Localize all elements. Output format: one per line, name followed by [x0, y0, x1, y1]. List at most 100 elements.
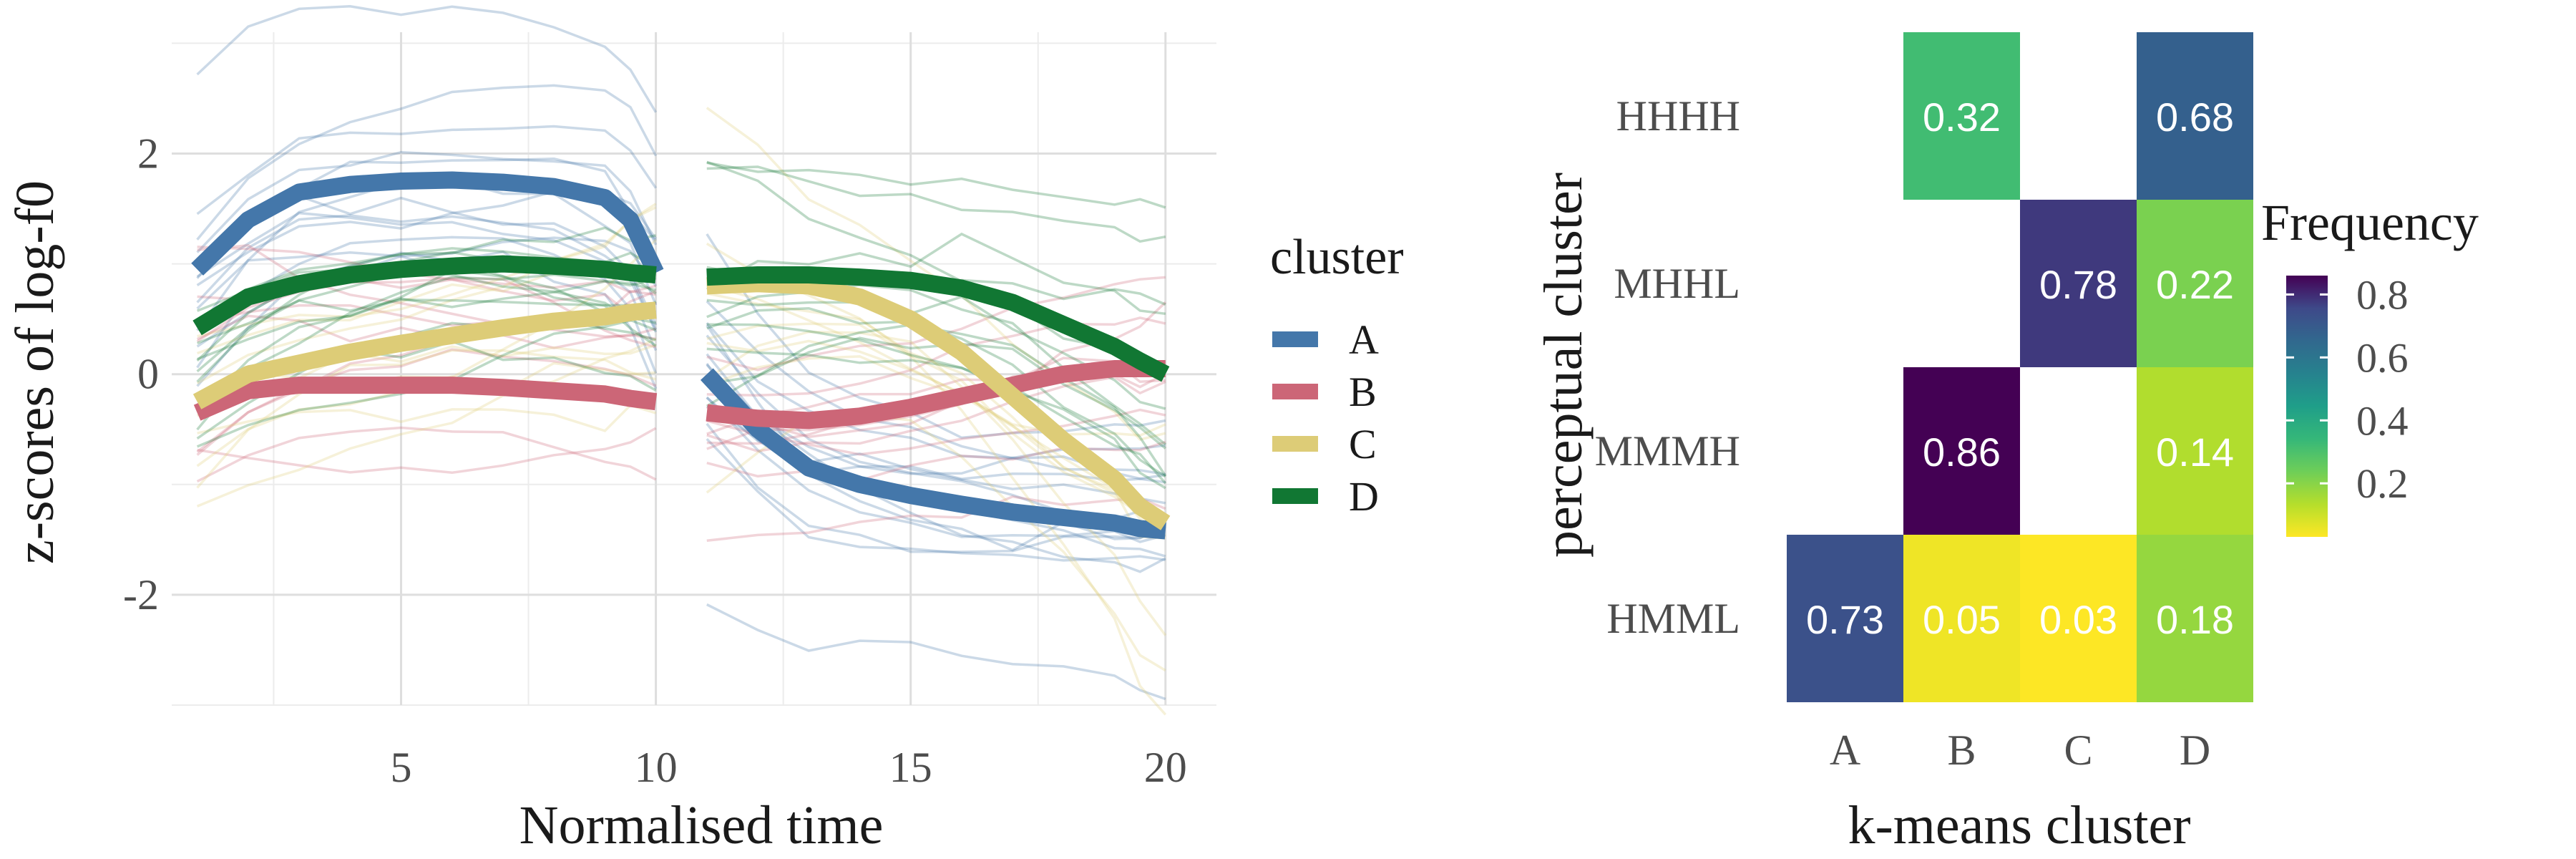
- colorbar-tick-label: 0.8: [2356, 271, 2409, 318]
- heatmap-y-tick-label: MMMH: [1595, 427, 1740, 475]
- heatmap-x-tick-label: D: [2180, 727, 2210, 774]
- background-trace-d: [706, 324, 1167, 477]
- heatmap-cells: 0.32 0.68 0.78 0.22 0.86 0.14 0.73 0.05 0.03 0.18: [1787, 32, 2253, 702]
- background-trace-d: [706, 232, 1166, 316]
- background-trace-a: [706, 603, 1166, 701]
- background-trace-d: [706, 165, 1166, 243]
- line-chart-panel: 5 10 15 20 -2 0 2 Normalised time z-scores of…: [5, 5, 1404, 855]
- heatmap-cell: [2020, 535, 2137, 702]
- heatmap-cell-label: 0.73: [1806, 597, 1884, 642]
- background-trace-d: [196, 273, 657, 431]
- legend-label-d: D: [1349, 473, 1379, 520]
- background-trace-a: [706, 422, 1166, 553]
- background-trace-a: [196, 236, 658, 374]
- background-trace-d: [706, 306, 1166, 478]
- background-traces: [196, 5, 1167, 716]
- background-trace-a: [196, 125, 658, 215]
- mean-line-c-segment-1: [192, 301, 657, 409]
- background-trace-c: [706, 322, 1167, 716]
- x-tick-label: 5: [390, 744, 411, 791]
- background-trace-b: [197, 304, 657, 338]
- heatmap-cell: [1903, 32, 2020, 200]
- legend-label-c: C: [1349, 421, 1377, 467]
- heatmap-cell-label: 0.03: [2039, 597, 2117, 642]
- heatmap-x-tick-label: C: [2064, 727, 2092, 774]
- heatmap-cell: [2137, 200, 2253, 367]
- heatmap-x-tick-labels: A B C D: [1830, 727, 2210, 774]
- background-trace-a: [196, 84, 658, 241]
- heatmap-cell-label: 0.32: [1923, 94, 2001, 140]
- background-trace-a: [706, 233, 1166, 440]
- mean-line-a-segment-1: [191, 171, 664, 277]
- heatmap-cell: [1903, 367, 2020, 535]
- colorbar-title: Frequency: [2261, 194, 2479, 251]
- heatmap-y-tick-label: HMML: [1606, 595, 1740, 642]
- heatmap-cell: [2137, 32, 2253, 200]
- x-tick-label: 15: [889, 744, 932, 791]
- background-trace-d: [706, 161, 1166, 209]
- background-trace-b: [196, 276, 657, 349]
- heatmap-y-tick-label: MHHL: [1614, 260, 1740, 307]
- heatmap-cell: [2137, 367, 2253, 535]
- y-tick-label: -2: [123, 571, 159, 618]
- colorbar-tick-label: 0.6: [2356, 334, 2409, 381]
- background-trace-c: [706, 330, 1167, 636]
- y-axis-title: z-scores of log-f0: [5, 180, 65, 564]
- heatmap-x-axis-title: k-means cluster: [1848, 795, 2190, 855]
- heatmap-cell-label: 0.86: [1923, 430, 2001, 475]
- heatmap-cell-label: 0.14: [2156, 430, 2234, 475]
- background-trace-a: [706, 321, 1166, 476]
- heatmap-y-tick-labels: HHHH MHHL MMMH HMML: [1595, 92, 1740, 642]
- x-tick-label: 20: [1144, 744, 1187, 791]
- heatmap-cell-label: 0.18: [2156, 597, 2234, 642]
- heatmap-cell-label: 0.22: [2156, 262, 2234, 307]
- legend-label-a: A: [1349, 316, 1379, 363]
- mean-line-d-segment-2: [706, 266, 1170, 382]
- heatmap-cell: [2137, 535, 2253, 702]
- background-trace-b: [197, 246, 657, 294]
- background-trace-c: [197, 206, 657, 338]
- background-trace-c: [196, 203, 657, 385]
- heatmap-cell-label: 0.78: [2039, 262, 2117, 307]
- background-trace-a: [706, 396, 1166, 543]
- heatmap-y-tick-label: HHHH: [1616, 92, 1740, 140]
- heatmap-cell: [1903, 535, 2020, 702]
- y-tick-labels: -2 0 2: [123, 130, 159, 618]
- background-trace-b: [706, 440, 1166, 482]
- heatmap-cell-label: 0.68: [2156, 94, 2234, 140]
- background-trace-d: [196, 277, 657, 361]
- mean-line-c-segment-2: [706, 275, 1171, 530]
- y-tick-label: 2: [137, 130, 159, 178]
- colorbar-gradient: [2286, 276, 2328, 537]
- heatmap-panel: 0.32 0.68 0.78 0.22 0.86 0.14 0.73 0.05 0.03 0.18…: [1533, 32, 2479, 855]
- colorbar-tick-label: 0.2: [2356, 460, 2409, 507]
- heatmap-x-tick-label: A: [1830, 727, 1860, 774]
- mean-line-b-segment-2: [706, 360, 1166, 430]
- heatmap-x-tick-label: B: [1947, 727, 1976, 774]
- background-trace-d: [196, 247, 657, 329]
- background-trace-a: [196, 5, 658, 113]
- background-trace-d: [706, 347, 1167, 485]
- background-trace-c: [197, 404, 657, 435]
- legend-title: cluster: [1270, 230, 1404, 285]
- heatmap-cell-label: 0.05: [1923, 597, 2001, 642]
- background-trace-c: [706, 412, 1166, 672]
- background-trace-c: [196, 349, 657, 489]
- background-trace-a: [706, 364, 1166, 475]
- background-trace-a: [706, 300, 1166, 480]
- background-trace-a: [706, 437, 1166, 562]
- background-trace-c: [196, 344, 657, 402]
- legend-label-b: B: [1349, 369, 1377, 415]
- heatmap-cell: [2020, 200, 2137, 367]
- y-tick-label: 0: [137, 351, 159, 398]
- colorbar-tick-label: 0.4: [2356, 397, 2409, 444]
- mean-lines: [191, 171, 1171, 540]
- mean-line-b-segment-1: [193, 377, 658, 421]
- background-trace-d: [196, 298, 657, 345]
- background-trace-b: [706, 276, 1166, 372]
- heatmap-y-axis-title: perceptual cluster: [1533, 173, 1594, 558]
- background-trace-d: [706, 323, 1166, 490]
- background-trace-a: [196, 150, 658, 253]
- background-trace-b: [706, 408, 1166, 456]
